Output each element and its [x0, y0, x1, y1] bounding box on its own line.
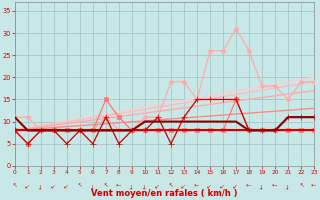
- Text: ↖: ↖: [77, 183, 82, 188]
- Text: ↖: ↖: [169, 183, 173, 188]
- Text: ↖: ↖: [220, 183, 226, 188]
- Text: ↖: ↖: [12, 183, 17, 188]
- Text: ↖: ↖: [299, 183, 304, 188]
- Text: ↖: ↖: [129, 182, 135, 189]
- Text: ↖: ↖: [272, 182, 278, 189]
- Text: ↖: ↖: [259, 182, 266, 189]
- X-axis label: Vent moyen/en rafales ( km/h ): Vent moyen/en rafales ( km/h ): [91, 189, 238, 198]
- Text: ↖: ↖: [155, 182, 161, 189]
- Text: ↖: ↖: [234, 183, 238, 188]
- Text: ↖: ↖: [286, 183, 291, 188]
- Text: ↖: ↖: [247, 183, 252, 188]
- Text: ↖: ↖: [52, 183, 56, 188]
- Text: ↖: ↖: [180, 182, 188, 189]
- Text: ↖: ↖: [65, 183, 69, 188]
- Text: ↖: ↖: [26, 183, 30, 188]
- Text: ↖: ↖: [102, 182, 109, 189]
- Text: ↖: ↖: [141, 182, 148, 189]
- Text: ↖: ↖: [311, 182, 317, 189]
- Text: ↖: ↖: [207, 182, 213, 189]
- Text: ↖: ↖: [91, 183, 95, 188]
- Text: ↖: ↖: [116, 182, 122, 189]
- Text: ↖: ↖: [194, 182, 200, 189]
- Text: ↖: ↖: [37, 182, 44, 189]
